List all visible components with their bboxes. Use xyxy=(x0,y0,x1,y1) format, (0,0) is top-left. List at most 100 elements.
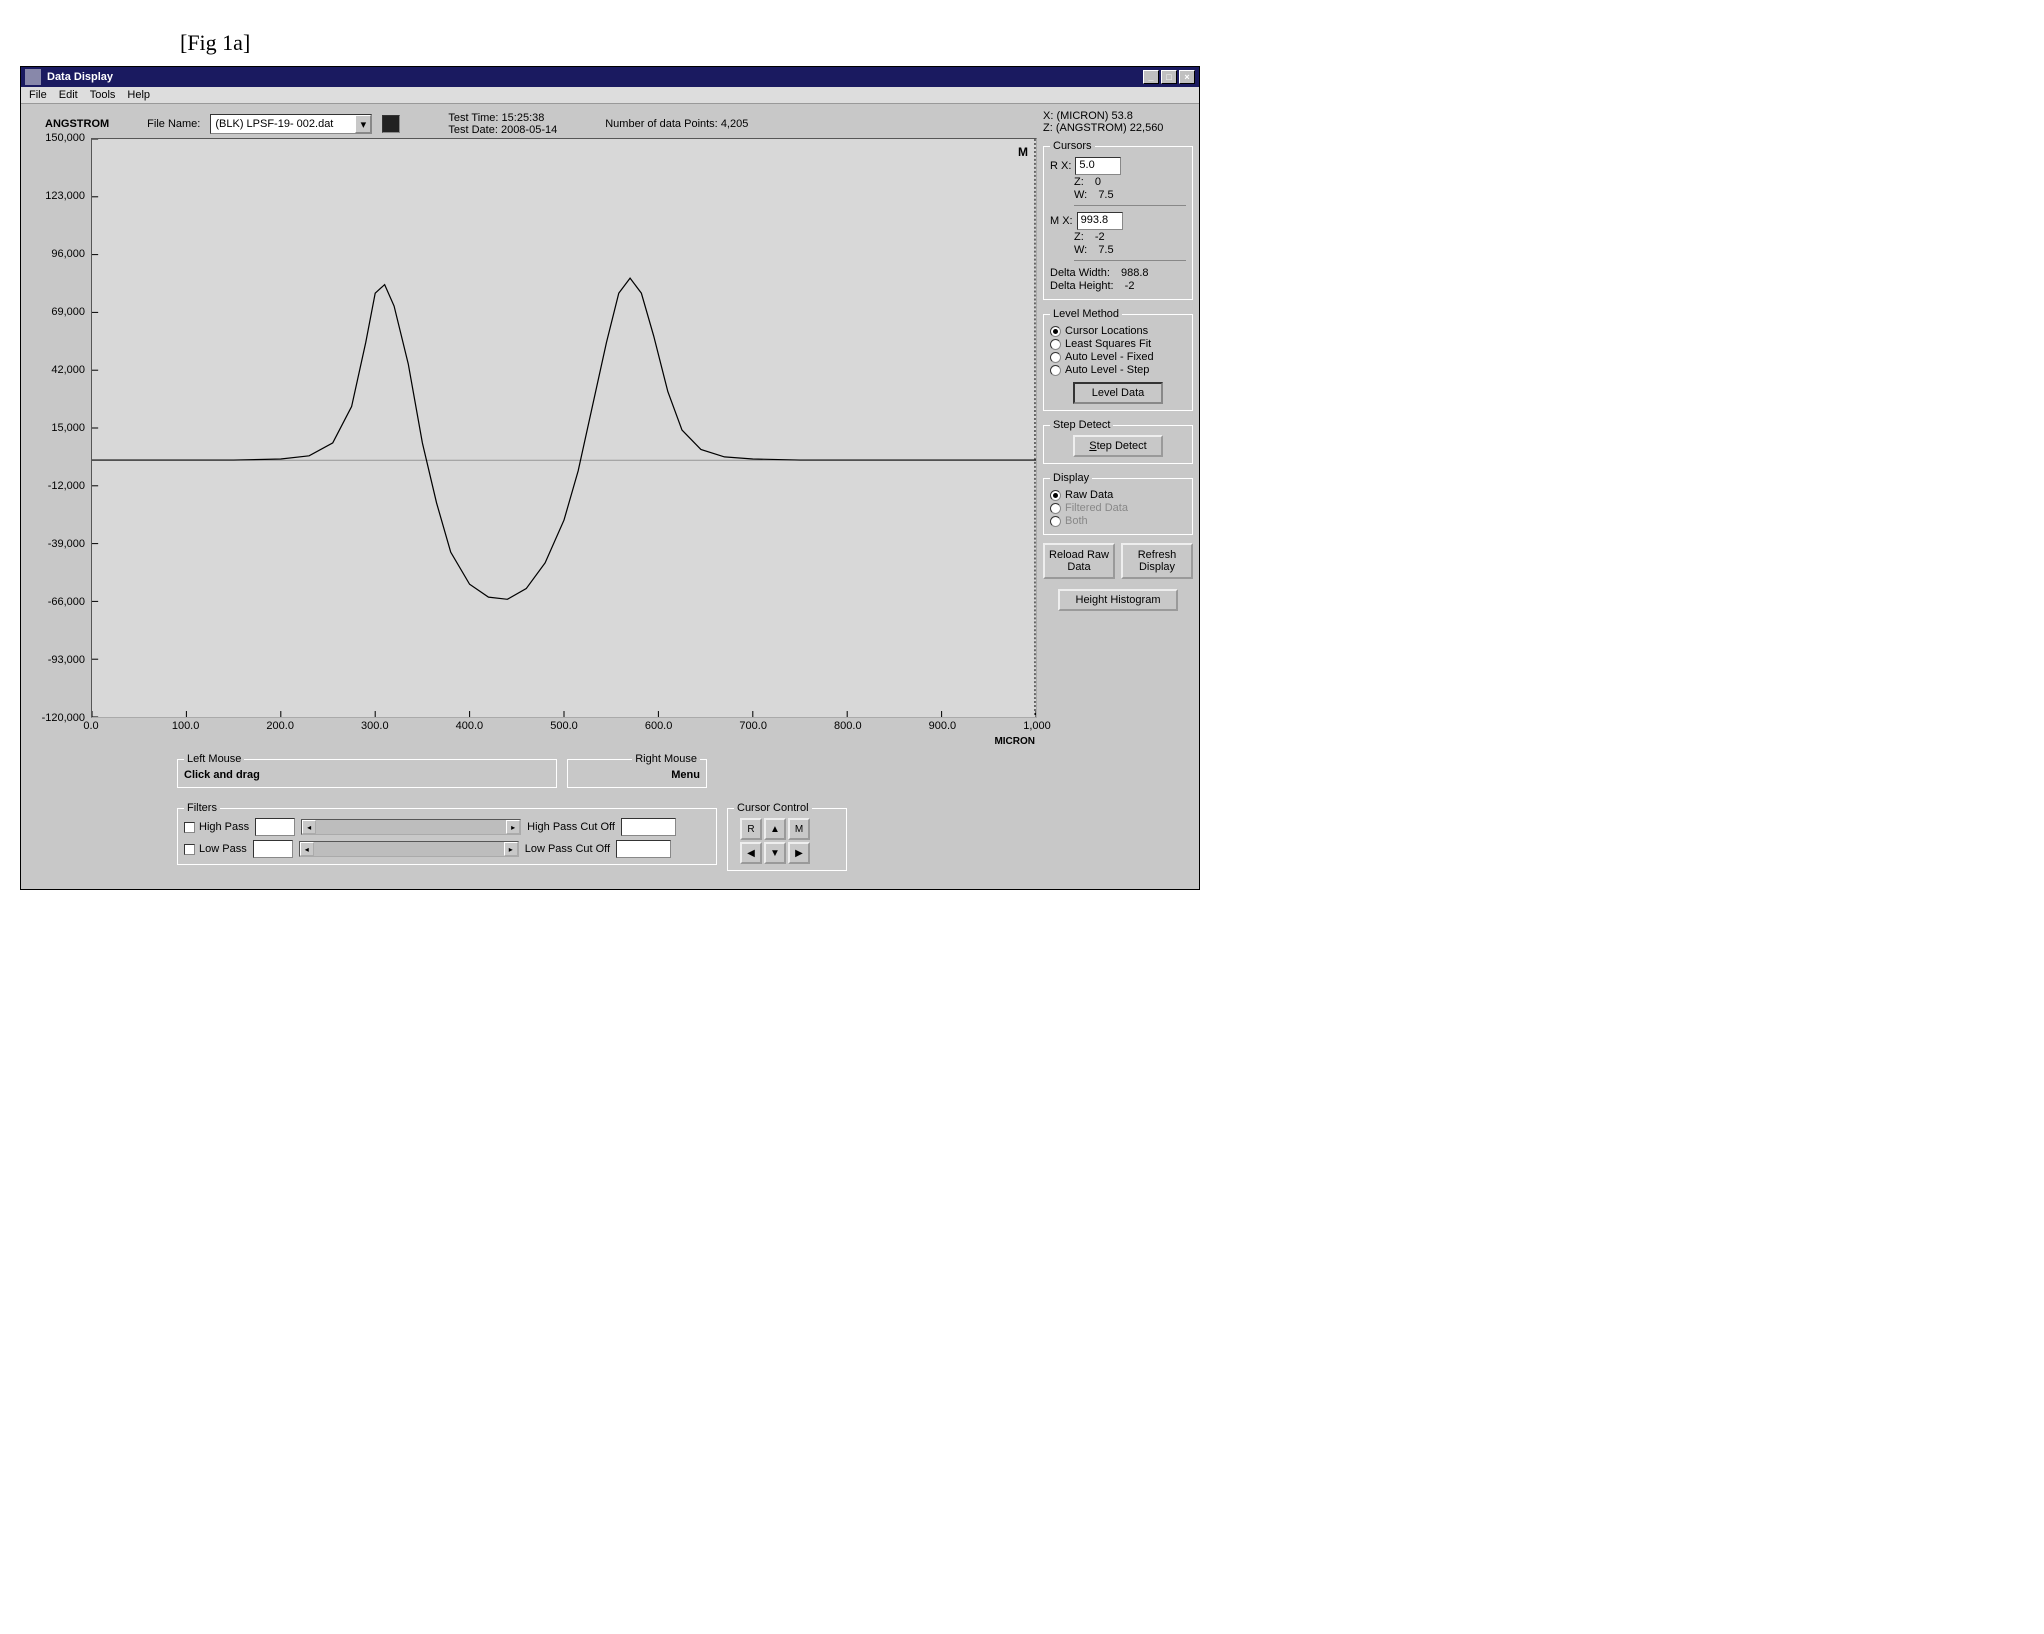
refresh-button[interactable]: Refresh Display xyxy=(1121,543,1193,579)
level-data-button[interactable]: Level Data xyxy=(1073,382,1163,404)
minimize-button[interactable]: _ xyxy=(1143,70,1159,84)
highpass-value[interactable] xyxy=(255,818,295,836)
x-tick-label: 900.0 xyxy=(929,720,957,732)
y-tick-label: 96,000 xyxy=(51,248,85,260)
readout-x: 53.8 xyxy=(1111,110,1132,122)
delta-height: -2 xyxy=(1125,280,1135,292)
cursor-r-z: 0 xyxy=(1095,176,1101,188)
y-tick-label: 123,000 xyxy=(45,190,85,202)
cursor-r-x-input[interactable]: 5.0 xyxy=(1075,157,1121,175)
step-detect-group: Step Detect Step Detect xyxy=(1043,419,1193,464)
file-name-value: (BLK) LPSF-19- 002.dat xyxy=(215,118,355,130)
y-axis-labels: 150,000123,00096,00069,00042,00015,000-1… xyxy=(31,138,89,718)
level-opt-lsq[interactable]: Least Squares Fit xyxy=(1050,338,1186,350)
cursor-r-x-label: R X: xyxy=(1050,160,1071,172)
trace-color-swatch[interactable] xyxy=(382,115,400,133)
x-tick-label: 600.0 xyxy=(645,720,673,732)
step-detect-button[interactable]: Step Detect xyxy=(1073,435,1163,457)
points-value: 4,205 xyxy=(721,118,749,130)
file-name-label: File Name: xyxy=(147,118,200,130)
cursor-r-w: 7.5 xyxy=(1098,189,1113,201)
left-mouse-text: Click and drag xyxy=(184,769,260,781)
cursor-left-button[interactable]: ◀ xyxy=(740,842,762,864)
menu-edit[interactable]: Edit xyxy=(59,89,78,101)
x-tick-label: 500.0 xyxy=(550,720,578,732)
highpass-checkbox[interactable]: High Pass xyxy=(184,821,249,833)
display-legend: Display xyxy=(1050,472,1092,484)
points-label: Number of data Points: xyxy=(605,118,718,130)
display-group: Display Raw Data Filtered Data Both xyxy=(1043,472,1193,535)
histogram-button[interactable]: Height Histogram xyxy=(1058,589,1178,611)
cursor-up-button[interactable]: ▲ xyxy=(764,818,786,840)
x-tick-label: 0.0 xyxy=(83,720,98,732)
step-detect-legend: Step Detect xyxy=(1050,419,1113,431)
test-time-label: Test Time: xyxy=(448,112,498,124)
menu-file[interactable]: File xyxy=(29,89,47,101)
cursor-right-button[interactable]: ▶ xyxy=(788,842,810,864)
filters-legend: Filters xyxy=(184,802,220,814)
reload-button[interactable]: Reload Raw Data xyxy=(1043,543,1115,579)
x-tick-label: 200.0 xyxy=(266,720,294,732)
close-button[interactable]: × xyxy=(1179,70,1195,84)
x-axis-unit: MICRON xyxy=(31,736,1035,747)
lowpass-slider[interactable]: ◂▸ xyxy=(299,841,519,857)
x-tick-label: 1,000 xyxy=(1023,720,1051,732)
test-time-value: 15:25:38 xyxy=(502,112,545,124)
lowpass-cutoff-label: Low Pass Cut Off xyxy=(525,843,610,855)
file-name-dropdown[interactable]: (BLK) LPSF-19- 002.dat ▾ xyxy=(210,114,372,134)
x-tick-label: 400.0 xyxy=(456,720,484,732)
titlebar[interactable]: Data Display _ □ × xyxy=(21,67,1199,87)
readout-z: 22,560 xyxy=(1130,122,1164,134)
highpass-slider[interactable]: ◂▸ xyxy=(301,819,521,835)
cursors-legend: Cursors xyxy=(1050,140,1095,152)
x-tick-label: 300.0 xyxy=(361,720,389,732)
y-tick-label: -93,000 xyxy=(48,654,85,666)
readout: X: (MICRON) 53.8 Z: (ANGSTROM) 22,560 xyxy=(1043,110,1193,134)
chart-svg xyxy=(92,139,1036,717)
lowpass-checkbox[interactable]: Low Pass xyxy=(184,843,247,855)
y-tick-label: -66,000 xyxy=(48,596,85,608)
menu-help[interactable]: Help xyxy=(127,89,150,101)
cursor-m-x-label: M X: xyxy=(1050,215,1073,227)
left-mouse-legend: Left Mouse xyxy=(184,753,244,765)
x-axis-labels: 0.0100.0200.0300.0400.0500.0600.0700.080… xyxy=(91,718,1037,734)
menu-tools[interactable]: Tools xyxy=(90,89,116,101)
display-opt-both: Both xyxy=(1050,515,1186,527)
figure-caption: [Fig 1a] xyxy=(180,30,2024,56)
menubar: File Edit Tools Help xyxy=(21,87,1199,104)
level-opt-cursor[interactable]: Cursor Locations xyxy=(1050,325,1186,337)
x-tick-label: 800.0 xyxy=(834,720,862,732)
cursor-down-button[interactable]: ▼ xyxy=(764,842,786,864)
lowpass-value[interactable] xyxy=(253,840,293,858)
cursor-m-marker[interactable]: M xyxy=(1018,145,1028,159)
lowpass-cutoff-input[interactable] xyxy=(616,840,671,858)
y-tick-label: 15,000 xyxy=(51,422,85,434)
level-opt-fixed[interactable]: Auto Level - Fixed xyxy=(1050,351,1186,363)
app-icon xyxy=(25,69,41,85)
cursor-m-x-input[interactable]: 993.8 xyxy=(1077,212,1123,230)
left-mouse-group: Left Mouse Click and drag xyxy=(177,753,557,788)
lowpass-label: Low Pass xyxy=(199,843,247,855)
y-tick-label: 69,000 xyxy=(51,306,85,318)
cursor-select-m[interactable]: M xyxy=(788,818,810,840)
right-mouse-group: Right Mouse Menu xyxy=(567,753,707,788)
cursors-group: Cursors R X: 5.0 Z: 0 W: 7.5 M X: 993.8 … xyxy=(1043,140,1193,300)
display-opt-raw[interactable]: Raw Data xyxy=(1050,489,1186,501)
y-tick-label: -120,000 xyxy=(42,712,85,724)
chart-panel[interactable]: M xyxy=(91,138,1037,718)
y-tick-label: -12,000 xyxy=(48,480,85,492)
cursor-select-r[interactable]: R xyxy=(740,818,762,840)
chart-area[interactable]: 150,000123,00096,00069,00042,00015,000-1… xyxy=(31,138,1037,747)
maximize-button[interactable]: □ xyxy=(1161,70,1177,84)
y-tick-label: 42,000 xyxy=(51,364,85,376)
display-opt-filtered: Filtered Data xyxy=(1050,502,1186,514)
right-mouse-legend: Right Mouse xyxy=(632,753,700,765)
cursor-control-legend: Cursor Control xyxy=(734,802,812,814)
y-tick-label: 150,000 xyxy=(45,132,85,144)
delta-width: 988.8 xyxy=(1121,267,1149,279)
level-method-legend: Level Method xyxy=(1050,308,1122,320)
highpass-cutoff-input[interactable] xyxy=(621,818,676,836)
x-tick-label: 100.0 xyxy=(172,720,200,732)
level-opt-step[interactable]: Auto Level - Step xyxy=(1050,364,1186,376)
chevron-down-icon[interactable]: ▾ xyxy=(355,115,371,133)
